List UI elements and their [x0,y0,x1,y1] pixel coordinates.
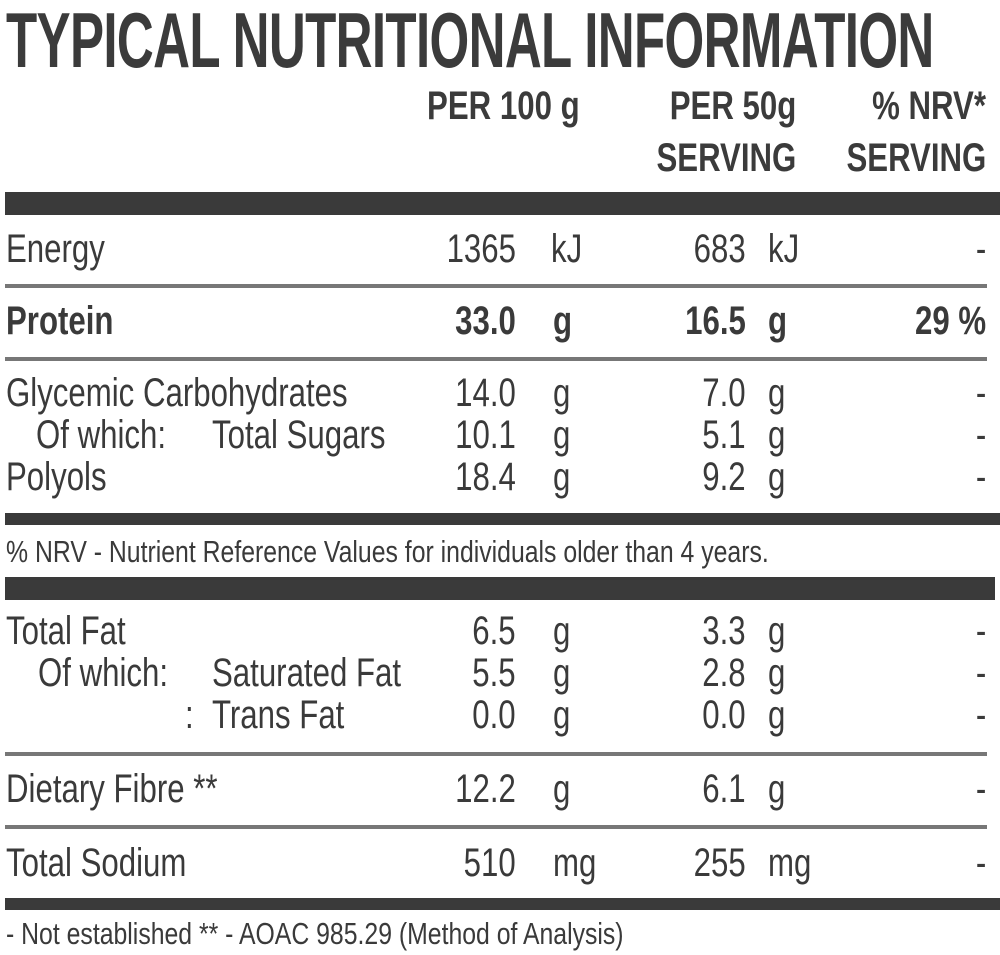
nrv-value: - [975,767,986,811]
nrv-definition-note: % NRV - Nutrient Reference Values for in… [6,534,769,569]
unit-per-serving: g [768,651,786,695]
nutrient-label: Total Sodium [6,841,187,885]
value-per-serving: 0.0 [702,693,746,737]
value-per-100g: 1365 [446,227,516,271]
unit-per-100g: g [553,299,573,343]
medium-divider [5,513,1000,525]
value-per-serving: 5.1 [702,413,746,457]
nrv-value: - [975,227,986,271]
sub-label-prefix: : [185,693,194,737]
row-divider [5,357,987,361]
nrv-value: - [975,413,986,457]
value-per-serving: 2.8 [702,651,746,695]
nutrient-label: Energy [6,227,105,271]
value-per-100g: 14.0 [455,371,516,415]
unit-per-serving: g [768,693,786,737]
row-divider [5,284,987,288]
unit-per-serving: g [768,371,786,415]
value-per-100g: 12.2 [455,767,516,811]
value-per-serving: 7.0 [702,371,746,415]
unit-per-serving: mg [768,841,812,885]
page-title: TYPICAL NUTRITIONAL INFORMATION [6,0,934,84]
unit-per-serving: g [768,455,786,499]
unit-per-100g: mg [553,841,597,885]
nutrient-label: Trans Fat [212,693,345,737]
nutrient-label: Total Fat [6,609,126,653]
nutrient-label: Polyols [6,455,107,499]
value-per-100g: 18.4 [455,455,516,499]
nrv-value: - [975,609,986,653]
value-per-serving: 3.3 [702,609,746,653]
unit-per-100g: g [553,651,571,695]
value-per-100g: 510 [463,841,516,885]
unit-per-100g: g [553,371,571,415]
medium-divider [5,898,1000,910]
header-per-serving-line1: PER 50g [669,84,796,128]
unit-per-100g: g [553,693,571,737]
thick-divider [5,577,995,600]
row-divider [5,752,987,756]
value-per-100g: 5.5 [472,651,516,695]
unit-per-100g: kJ [551,227,583,271]
unit-per-100g: g [553,767,571,811]
header-nrv-line2: SERVING [846,136,986,180]
unit-per-serving: g [768,609,786,653]
nrv-value: - [975,693,986,737]
header-per-serving-line2: SERVING [656,136,796,180]
header-nrv-line1: % NRV* [872,84,986,128]
footnote: - Not established ** - AOAC 985.29 (Meth… [6,916,624,951]
row-divider [5,825,987,829]
value-per-serving: 16.5 [685,299,746,343]
value-per-serving: 9.2 [702,455,746,499]
unit-per-serving: g [768,299,788,343]
nutrient-label: Saturated Fat [212,651,402,695]
thick-divider [5,192,1000,215]
unit-per-serving: g [768,767,786,811]
nrv-value: - [975,841,986,885]
value-per-serving: 255 [693,841,746,885]
value-per-100g: 33.0 [455,299,516,343]
sub-label-prefix: Of which: [38,651,169,695]
nutrient-label: Protein [6,299,114,343]
unit-per-serving: g [768,413,786,457]
value-per-100g: 6.5 [472,609,516,653]
value-per-100g: 0.0 [472,693,516,737]
nrv-value: - [975,651,986,695]
unit-per-100g: g [553,455,571,499]
nrv-value: - [975,455,986,499]
value-per-100g: 10.1 [455,413,516,457]
header-per-100g: PER 100 g [427,84,580,128]
unit-per-100g: g [553,609,571,653]
unit-per-100g: g [553,413,571,457]
value-per-serving: 6.1 [702,767,746,811]
nrv-value: - [975,371,986,415]
sub-label-prefix: Of which: [36,413,167,457]
nrv-value: 29 % [914,299,986,343]
nutrient-label: Glycemic Carbohydrates [6,371,348,415]
unit-per-serving: kJ [768,227,800,271]
nutrient-label: Total Sugars [212,413,386,457]
nutrient-label: Dietary Fibre ** [6,767,218,811]
value-per-serving: 683 [693,227,746,271]
